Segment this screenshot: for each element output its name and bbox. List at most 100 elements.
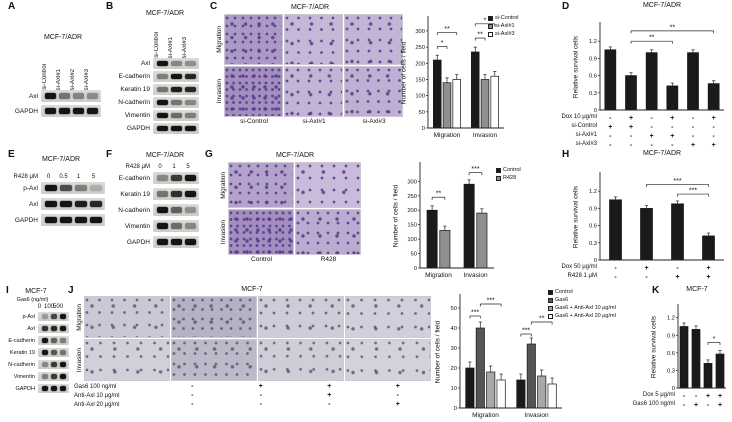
significance-label: ** (539, 316, 545, 323)
blot-band (44, 217, 57, 223)
condition-sign: - (650, 115, 653, 122)
blot-band (89, 185, 102, 191)
legend-item: Gas6 (548, 296, 616, 304)
lane-label: si-Axl#3 (182, 36, 188, 58)
category-label: Migration (472, 412, 499, 419)
panel-e-label: E (8, 149, 15, 160)
panel-b-blot: si-Control si-Axl#1 si-Axl#3 Axl E-cadherin K… (104, 18, 199, 136)
condition-sign: + (717, 402, 723, 409)
blot-strip (153, 110, 199, 121)
blot-band (58, 93, 70, 99)
y-tick-label: 0.9 (589, 56, 597, 62)
blot-strip (153, 123, 199, 134)
bar (547, 383, 557, 409)
legend-swatch (488, 15, 493, 21)
significance-label: *** (689, 188, 697, 195)
y-axis-label: Number of cells / field (400, 41, 408, 105)
blot-band (170, 191, 182, 197)
lane-label: 1 (172, 164, 176, 170)
bar (476, 212, 488, 269)
y-tick-label: 0.9 (667, 333, 675, 339)
bar-chart-svg: 0 0.3 0.6 0.9 1.2 * (667, 304, 726, 392)
blot-strip (38, 360, 69, 369)
transwell-col-label: si-Axl#3 (362, 118, 386, 125)
bar (640, 208, 653, 261)
blot-band (156, 126, 168, 131)
legend-swatch (496, 167, 501, 173)
blot-antibody-label: N-cadherin (118, 206, 150, 214)
y-tick-label: 250 (415, 45, 425, 51)
blot-band (44, 93, 56, 99)
condition-label: Dox 5 μg/ml (642, 392, 675, 398)
panel-d: D MCF-7/ADR 0 0.3 0.6 0.9 1.2 ** ** Relative su… (532, 1, 732, 149)
blot-antibody-label: N-cadherin (118, 99, 150, 106)
condition-sign: + (628, 115, 634, 122)
condition-sign: - (694, 393, 698, 400)
transwell-micrograph (224, 66, 283, 117)
y-tick-label: 0.6 (589, 74, 597, 80)
condition-sign: - (191, 383, 194, 390)
panel-b-title: MCF-7/ADR (145, 10, 185, 17)
blot-band (74, 185, 87, 191)
lane-label: 100 (44, 304, 55, 310)
transwell-micrograph (295, 162, 361, 208)
bar-chart-svg: Migration Invasion050100150200250300*****… (415, 16, 504, 139)
y-tick-label: 0.6 (589, 224, 597, 230)
panel-d-label: D (562, 1, 570, 12)
blot-antibody-label: GAPDH (126, 125, 150, 132)
blot-strip (153, 84, 199, 95)
blot-band (89, 217, 102, 223)
condition-sign: + (628, 124, 634, 131)
significance-label: *** (673, 178, 681, 185)
blot-band (89, 201, 102, 207)
condition-row: Gas6 100 ng/ml - + - + (633, 401, 730, 410)
blot-lane-labels: si-Control si-Axl#1 si-Axl#3 (150, 18, 199, 58)
condition-sign: - (629, 142, 633, 149)
panel-i-blot: Gas6 (ng/ml) 0 100 500 p-Axl Axl E-cadherin Ker… (3, 297, 69, 396)
bar (463, 183, 475, 269)
category-label: Migration (434, 132, 461, 139)
y-axis-label: Relative survival cells (650, 315, 658, 379)
blot-band (50, 362, 57, 367)
blot-band (184, 175, 196, 181)
condition-label: si-Axl#3 (575, 141, 597, 147)
y-axis-label: Relative survival cells (572, 185, 580, 249)
transwell-micrograph (284, 14, 343, 65)
condition-sign: - (682, 402, 686, 409)
blot-band (74, 217, 87, 223)
blot-strip (153, 172, 199, 184)
lane-label: si-Control (154, 32, 160, 58)
y-tick-label: 0 (594, 258, 597, 264)
blot-antibody-label: p-Axl (22, 313, 35, 320)
lane-label: 0 (158, 164, 162, 170)
y-tick-label: 50 (419, 110, 425, 116)
bar (526, 343, 536, 409)
blot-strip (153, 220, 199, 232)
panel-a: A MCF-7/ADR si-Control si-Axl#1 si-Axl#2 si… (2, 2, 101, 144)
bar (687, 52, 699, 111)
blot-band (59, 350, 66, 355)
blot-band (50, 350, 57, 355)
blot-band (44, 201, 57, 207)
transwell-col-label: si-Control (240, 118, 268, 125)
blot-band (156, 239, 168, 245)
panel-e-title: MCF-7/ADR (41, 156, 81, 163)
y-tick-label: 300 (407, 179, 417, 185)
blot-band (74, 201, 87, 207)
bar (516, 379, 526, 409)
condition-sign: + (608, 124, 613, 131)
blot-band (50, 374, 57, 379)
condition-sign: + (705, 393, 711, 400)
lane-label: 1 (76, 174, 81, 180)
blot-band (156, 175, 168, 181)
transwell-row-label: Invasion (215, 79, 223, 104)
bar (452, 79, 461, 129)
blot-band (59, 217, 72, 223)
legend-label: Control (503, 167, 521, 173)
condition-row: si-Axl#1 - - + + - - (572, 132, 730, 141)
blot-band (170, 126, 182, 131)
condition-sign: + (327, 392, 332, 399)
legend-label: si-Control (495, 15, 519, 21)
panel-k-title: MCF-7 (686, 286, 708, 293)
significance-label: *** (487, 298, 495, 305)
